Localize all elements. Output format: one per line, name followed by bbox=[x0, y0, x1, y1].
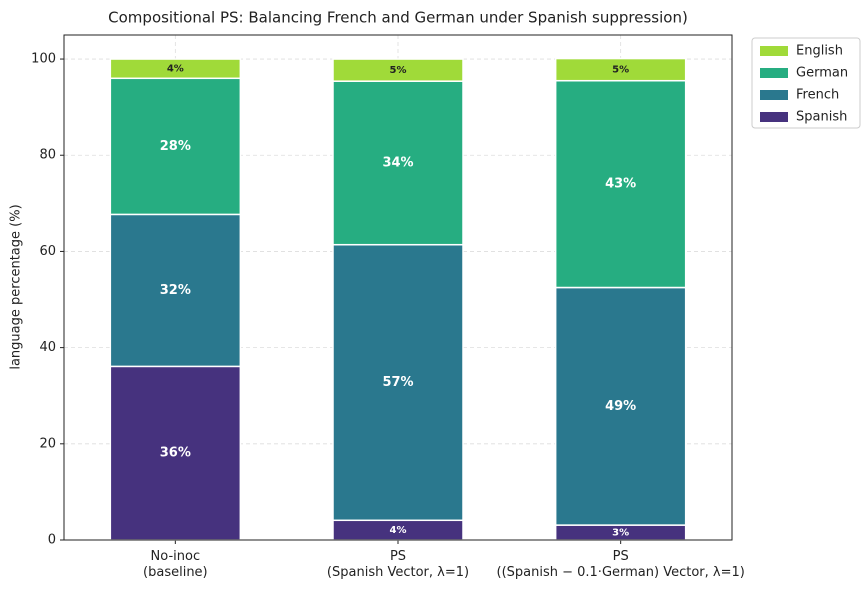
y-tick-label: 60 bbox=[39, 244, 56, 259]
y-tick-label: 0 bbox=[48, 533, 56, 548]
bar-segment bbox=[332, 80, 464, 246]
bar-segment bbox=[554, 79, 687, 289]
value-label: 36% bbox=[160, 446, 191, 461]
y-axis-label: language percentage (%) bbox=[9, 204, 24, 369]
legend-swatch bbox=[760, 112, 788, 122]
legend-label: French bbox=[796, 88, 839, 103]
bar-segment bbox=[109, 77, 242, 216]
value-label: 34% bbox=[382, 155, 413, 170]
legend-swatch bbox=[760, 46, 788, 56]
x-tick-label: PS (Spanish Vector, λ=1) bbox=[327, 549, 469, 580]
bar-segment bbox=[332, 58, 464, 82]
legend-label: German bbox=[796, 66, 848, 81]
chart-title: Compositional PS: Balancing French and G… bbox=[108, 9, 688, 27]
value-label: 4% bbox=[390, 525, 407, 536]
value-label: 49% bbox=[605, 399, 636, 414]
value-label: 32% bbox=[160, 283, 191, 298]
value-label: 3% bbox=[612, 528, 629, 539]
value-label: 57% bbox=[382, 375, 413, 390]
bar-segment bbox=[109, 213, 242, 368]
y-tick-label: 40 bbox=[39, 340, 56, 355]
bar-segment bbox=[554, 286, 687, 526]
plot-frame bbox=[63, 34, 733, 541]
legend-swatch bbox=[760, 90, 788, 100]
bar-segment bbox=[109, 365, 242, 541]
value-label: 28% bbox=[160, 139, 191, 154]
y-tick-label: 100 bbox=[31, 52, 56, 67]
x-tick-label: PS ((Spanish − 0.1·German) Vector, λ=1) bbox=[497, 549, 745, 580]
y-tick-label: 80 bbox=[39, 148, 56, 163]
legend-box bbox=[751, 37, 861, 129]
value-label: 5% bbox=[390, 65, 407, 76]
bar-segment bbox=[109, 58, 242, 80]
value-label: 5% bbox=[612, 65, 629, 76]
legend-label: Spanish bbox=[796, 110, 847, 125]
legend-label: English bbox=[796, 44, 843, 59]
legend-swatch bbox=[760, 68, 788, 78]
value-label: 43% bbox=[605, 177, 636, 192]
value-label: 4% bbox=[167, 64, 184, 75]
bar-segment bbox=[332, 243, 464, 522]
bar-segment bbox=[554, 57, 687, 82]
x-tick-label: No-inoc (baseline) bbox=[143, 549, 208, 580]
y-tick-label: 20 bbox=[39, 436, 56, 451]
